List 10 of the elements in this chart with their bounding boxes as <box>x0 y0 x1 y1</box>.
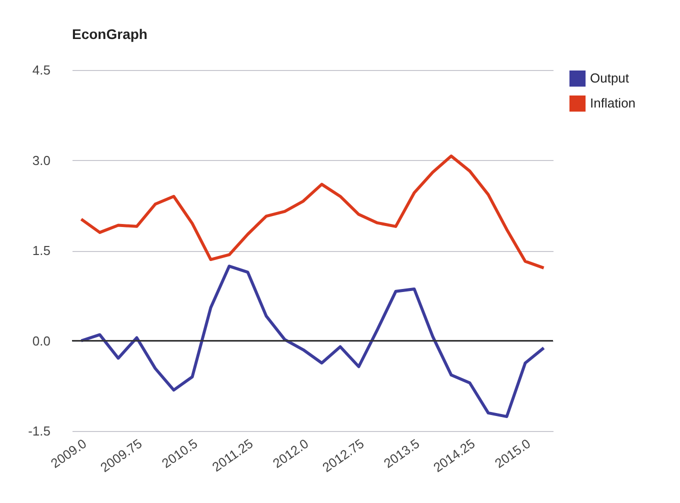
chart-title: EconGraph <box>72 26 148 42</box>
line-series <box>80 264 546 418</box>
legend-label: Output <box>590 70 630 86</box>
y-tick-label: 0.0 <box>32 333 50 348</box>
legend-label: Inflation <box>590 96 636 110</box>
y-tick-label: -1.5 <box>28 424 50 438</box>
y-tick-label: 3.0 <box>32 152 50 168</box>
y-tick-label: 1.5 <box>32 243 50 258</box>
line-series <box>80 154 546 270</box>
y-tick-label: 4.5 <box>32 62 50 78</box>
